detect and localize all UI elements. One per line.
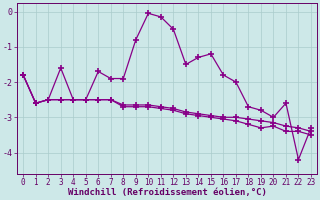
X-axis label: Windchill (Refroidissement éolien,°C): Windchill (Refroidissement éolien,°C) bbox=[68, 188, 267, 197]
